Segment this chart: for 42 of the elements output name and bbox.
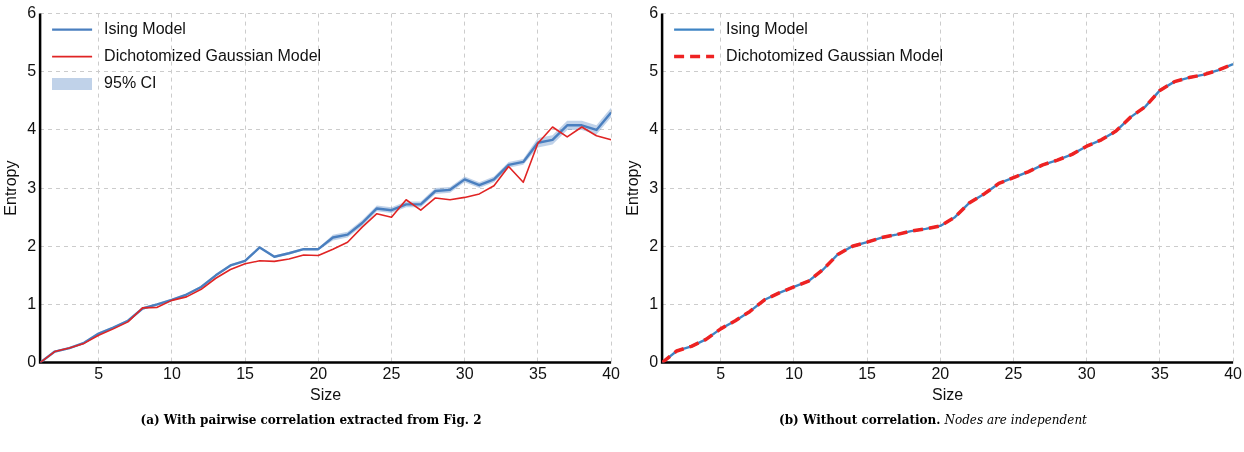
- y-axis-title: Entropy: [624, 160, 642, 216]
- legend-label: Ising Model: [104, 20, 186, 38]
- x-tick-label: 15: [236, 364, 255, 382]
- legend-label: Dichotomized Gaussian Model: [726, 47, 944, 65]
- legend-label: Ising Model: [726, 20, 808, 38]
- x-tick-label: 30: [1077, 364, 1096, 382]
- y-tick-label: 5: [649, 62, 659, 80]
- y-tick-label: 6: [649, 4, 659, 22]
- x-tick-label: 5: [94, 364, 104, 382]
- y-tick-label: 1: [649, 294, 659, 312]
- y-axis-title: Entropy: [2, 160, 20, 216]
- x-tick-label: 10: [784, 364, 803, 382]
- x-tick-label: 10: [162, 364, 181, 382]
- x-tick-label: 40: [1224, 364, 1243, 382]
- y-tick-label: 6: [27, 4, 37, 22]
- y-tick-label: 4: [27, 120, 37, 138]
- legend-label: Dichotomized Gaussian Model: [104, 47, 322, 65]
- x-tick-label: 25: [1004, 364, 1023, 382]
- y-tick-label: 2: [649, 236, 659, 254]
- text: (b) Without correlation.: [779, 413, 941, 427]
- y-tick-label: 1: [27, 294, 37, 312]
- x-axis-title: Size: [932, 385, 964, 403]
- y-tick-label: 2: [27, 236, 37, 254]
- y-tick-label: 5: [27, 62, 37, 80]
- y-tick-label: 0: [27, 353, 37, 371]
- annotation: 95% CI: [104, 74, 157, 92]
- x-tick-label: 30: [455, 364, 474, 382]
- text: (a) With pairwise correlation extracted from Fig. 2: [140, 413, 482, 427]
- x-axis-title: Size: [310, 385, 342, 403]
- x-tick-label: 40: [602, 364, 621, 382]
- text: Nodes are independent: [944, 413, 1087, 427]
- x-tick-label: 5: [716, 364, 726, 382]
- y-tick-label: 0: [649, 353, 659, 371]
- x-tick-label: 20: [931, 364, 950, 382]
- x-tick-label: 35: [529, 364, 547, 382]
- x-tick-label: 35: [1151, 364, 1169, 382]
- y-tick-label: 3: [27, 178, 37, 196]
- x-tick-label: 25: [382, 364, 401, 382]
- x-tick-label: 15: [858, 364, 877, 382]
- x-tick-label: 20: [309, 364, 328, 382]
- y-tick-label: 4: [649, 120, 659, 138]
- y-tick-label: 3: [649, 178, 659, 196]
